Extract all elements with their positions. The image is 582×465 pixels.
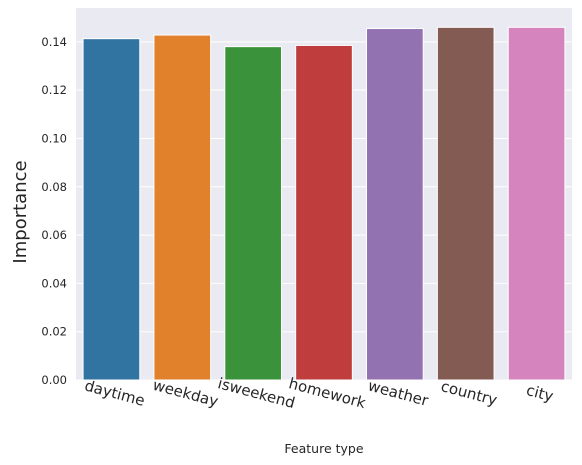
y-tick-label: 0.00	[41, 373, 67, 387]
bar-isweekend	[224, 46, 282, 381]
bar-weekday	[153, 34, 212, 381]
y-tick-label: 0.04	[41, 276, 67, 290]
y-tick-labels: 0.00 0.02 0.04 0.06 0.08 0.10 0.12 0.14	[41, 35, 67, 387]
bar-country	[436, 26, 495, 381]
y-tick-label: 0.02	[41, 325, 67, 339]
x-tick-label-weather: weather	[366, 377, 431, 411]
y-tick-label: 0.14	[41, 35, 67, 49]
y-tick-label: 0.10	[41, 131, 67, 145]
y-tick-label: 0.08	[41, 180, 67, 194]
y-tick-label: 0.12	[41, 83, 67, 97]
y-axis-label: Importance	[10, 160, 31, 263]
x-tick-label-city: city	[524, 381, 555, 405]
x-tick-label-daytime: daytime	[83, 377, 147, 410]
bar-daytime	[82, 38, 141, 381]
bar-city	[507, 26, 566, 381]
bar-weather	[366, 28, 424, 381]
bars	[82, 26, 566, 381]
x-tick-label-weekday: weekday	[151, 376, 220, 411]
bar-homework	[295, 44, 353, 381]
x-axis-label: Feature type	[284, 441, 363, 456]
x-tick-label-country: country	[439, 377, 499, 409]
y-tick-label: 0.06	[41, 228, 67, 242]
